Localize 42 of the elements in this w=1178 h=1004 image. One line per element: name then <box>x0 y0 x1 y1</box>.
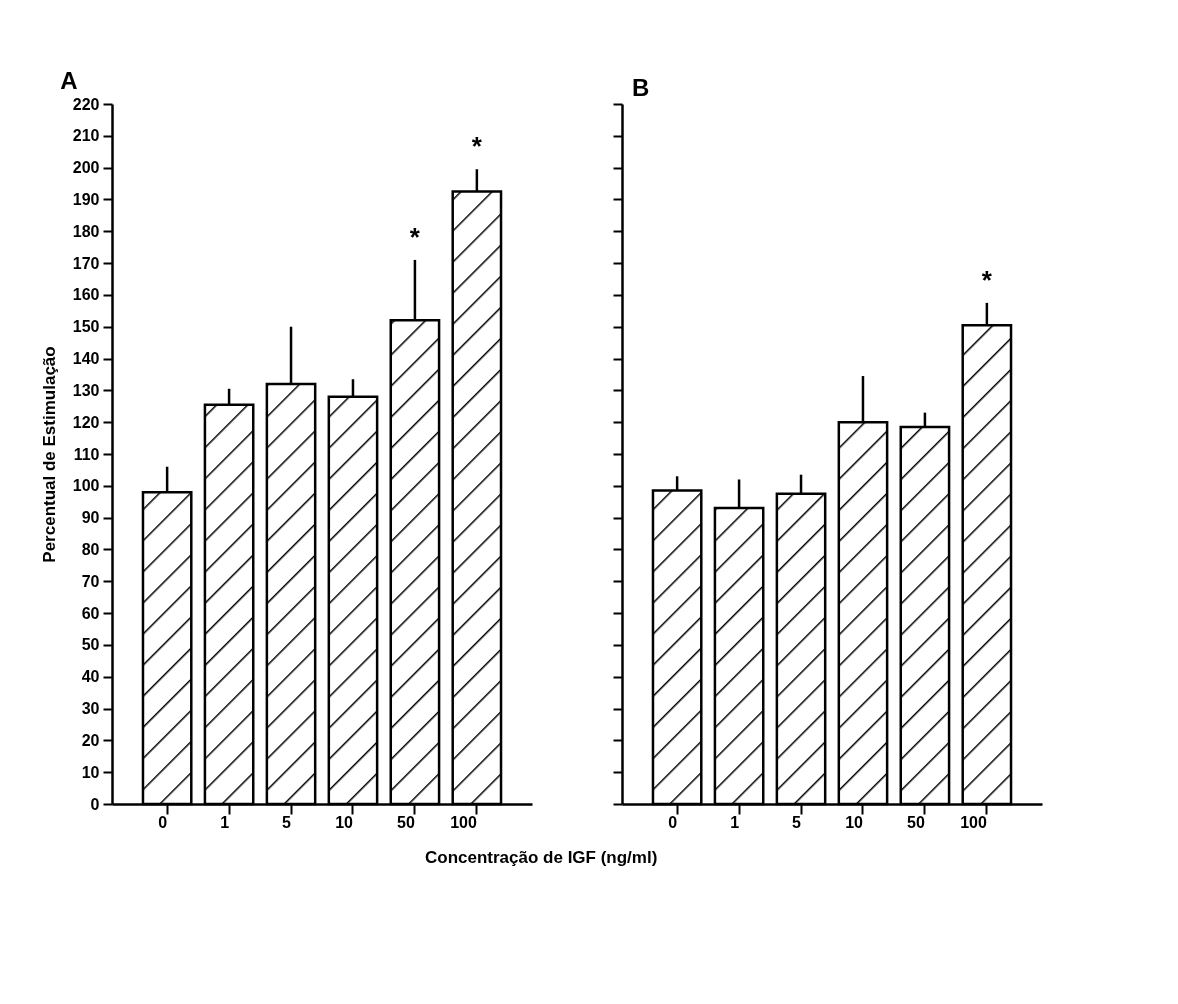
x-tick-label: 1 <box>730 813 740 831</box>
y-tick-label: 110 <box>73 445 100 463</box>
y-tick-label: 140 <box>72 350 100 368</box>
x-tick-label: 1 <box>220 813 230 831</box>
y-tick-label: 50 <box>81 636 100 654</box>
y-tick-label: 80 <box>81 540 100 558</box>
y-tick-label: 130 <box>72 381 100 399</box>
y-tick-label: 20 <box>81 731 100 749</box>
y-tick-label: 220 <box>72 95 100 113</box>
x-tick-label: 10 <box>845 813 864 831</box>
x-tick-label: 0 <box>668 813 678 831</box>
chart-title: A <box>60 67 78 94</box>
x-tick-label: 0 <box>158 813 168 831</box>
x-tick-label: 100 <box>960 813 987 831</box>
y-tick-label: 200 <box>72 159 100 177</box>
x-tick-label: 100 <box>450 813 477 831</box>
y-tick-label: 70 <box>81 572 100 590</box>
y-tick-label: 30 <box>81 700 100 718</box>
x-tick-label: 50 <box>907 813 926 831</box>
x-axis-title: Concentração de IGF (ng/ml) <box>424 848 658 867</box>
y-tick-label: 0 <box>90 795 100 813</box>
y-tick-label: 210 <box>72 127 100 145</box>
x-tick-label: 50 <box>397 813 416 831</box>
y-tick-label: 40 <box>81 668 100 686</box>
x-tick-label: 5 <box>282 813 292 831</box>
y-tick-label: 10 <box>81 763 100 781</box>
annotation: * <box>471 131 483 162</box>
y-tick-label: 190 <box>72 190 100 208</box>
y-tick-label: 160 <box>72 286 100 304</box>
y-tick-label: 100 <box>72 477 100 495</box>
y-tick-label: 150 <box>72 318 100 336</box>
y-tick-label: 60 <box>81 604 100 622</box>
y-axis-title: Percentual de Estimulação <box>39 346 59 563</box>
y-tick-label: 120 <box>72 413 100 431</box>
y-tick-label: 180 <box>72 222 100 240</box>
chart-title: B <box>632 74 650 101</box>
y-tick-label: 90 <box>81 509 100 527</box>
x-tick-label: 10 <box>335 813 354 831</box>
x-tick-label: 5 <box>792 813 802 831</box>
annotation: * <box>981 264 993 295</box>
annotation: * <box>409 221 421 252</box>
y-tick-label: 170 <box>72 254 100 272</box>
